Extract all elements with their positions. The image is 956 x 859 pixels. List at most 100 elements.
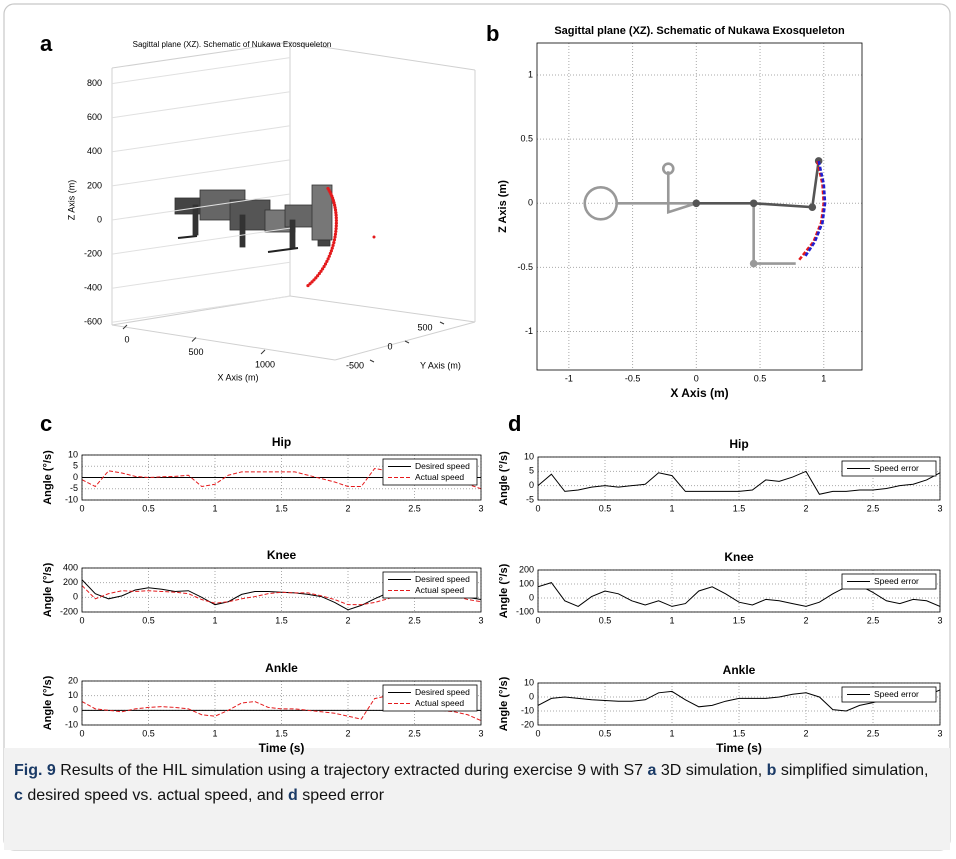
- caption: Fig. 9 Results of the HIL simulation usi…: [14, 758, 934, 808]
- y-tick-label: -10: [65, 494, 78, 504]
- panel-label: b: [486, 21, 499, 46]
- y-tick-label: 100: [519, 578, 534, 588]
- trajectory-dot: [332, 241, 335, 244]
- z-tick-label: -600: [84, 317, 102, 327]
- caption-text: Fig. 9: [14, 762, 56, 779]
- trajectory-dot: [334, 233, 337, 236]
- caption-text: desired speed vs. actual speed, and: [23, 787, 288, 804]
- x-tick-label: 2.5: [408, 728, 421, 738]
- y-tick-label: 5: [529, 466, 534, 476]
- grid-line: [112, 92, 290, 118]
- x-tick-label: 1.5: [275, 503, 288, 513]
- x-tick-label: 1.5: [733, 615, 746, 625]
- trajectory-dot: [335, 222, 338, 225]
- x-tick-label: 1: [212, 503, 217, 513]
- legend-label: Speed error: [874, 576, 919, 586]
- x-tick-label: 1.5: [733, 503, 746, 513]
- x-tick-label: 3: [478, 503, 483, 513]
- y-tick-label: 200: [519, 564, 534, 574]
- y-tick-label: 0: [387, 341, 392, 351]
- y-tick-label: -100: [516, 606, 534, 616]
- chart-title: Sagittal plane (XZ). Schematic of Nukawa…: [133, 40, 332, 49]
- y-axis-label: Y Axis (m): [420, 360, 461, 370]
- legend-label: Desired speed: [415, 461, 470, 471]
- trajectory-dot: [331, 244, 334, 247]
- 3d-box: [112, 42, 475, 360]
- x-tick-label: 0.5: [142, 503, 155, 513]
- y-tick-label: -5: [70, 483, 78, 493]
- x-tick-label: 2: [345, 728, 350, 738]
- y-tick-label: -0.5: [517, 262, 533, 272]
- chart: a b c d Sagittal plane (XZ). Schematic o…: [0, 0, 956, 859]
- x-axis-label: X Axis (m): [217, 372, 258, 382]
- x-tick-label: 2: [803, 615, 808, 625]
- x-tick-label: 0: [124, 334, 129, 344]
- x-tick-label: 1000: [255, 359, 275, 369]
- legend-label: Actual speed: [415, 585, 464, 595]
- caption-text: c: [14, 787, 23, 804]
- x-tick-label: 2: [803, 728, 808, 738]
- x-tick-label: 0: [79, 728, 84, 738]
- x-tick-label: -0.5: [625, 373, 641, 383]
- x-tick-label: 2: [345, 615, 350, 625]
- x-tick-label: 2: [803, 503, 808, 513]
- z-tick-label: 800: [87, 78, 102, 88]
- chart-title: Ankle: [265, 661, 298, 675]
- legend-label: Desired speed: [415, 687, 470, 697]
- y-axis-label: Angle (°/s): [498, 451, 510, 506]
- z-tick-label: 200: [87, 180, 102, 190]
- caption-text: 3D simulation,: [656, 762, 766, 779]
- legend-label: Speed error: [874, 463, 919, 473]
- z-tick-label: 600: [87, 112, 102, 122]
- y-tick-label: 0: [73, 705, 78, 715]
- legend-label: Desired speed: [415, 574, 470, 584]
- caption-text: speed error: [298, 787, 384, 804]
- x-tick-label: 2.5: [408, 615, 421, 625]
- x-tick-label: 1: [212, 615, 217, 625]
- trajectory-dot: [306, 284, 309, 287]
- trajectory-dot: [334, 230, 337, 233]
- legend-label: Actual speed: [415, 472, 464, 482]
- x-tick-label: 0.5: [142, 615, 155, 625]
- y-tick-label: 20: [68, 675, 78, 685]
- x-tick-label: 0.5: [599, 728, 612, 738]
- panel-label: d: [508, 411, 521, 436]
- chart-title: Ankle: [723, 663, 756, 677]
- foot-joint: [750, 260, 758, 268]
- y-tick-label: 10: [524, 677, 534, 687]
- y-tick-label: 0: [529, 691, 534, 701]
- legend-label: Actual speed: [415, 698, 464, 708]
- y-axis-label: Z Axis (m): [497, 180, 509, 233]
- x-tick-label: 0: [535, 615, 540, 625]
- caption-text: Results of the HIL simulation using a tr…: [56, 762, 648, 779]
- y-tick-label: -1: [525, 326, 533, 336]
- grid-line: [112, 228, 290, 254]
- trajectory-dot: [333, 235, 336, 238]
- caption-text: d: [288, 787, 298, 804]
- trajectory-dot: [373, 236, 376, 239]
- y-tick-label: 200: [63, 577, 78, 587]
- tick-mark: [440, 322, 444, 324]
- x-tick-label: 3: [937, 615, 942, 625]
- x-tick-label: 0.5: [599, 503, 612, 513]
- y-axis-label: Angle (°/s): [42, 450, 54, 505]
- z-tick-label: -200: [84, 248, 102, 258]
- x-axis-label: Time (s): [716, 741, 762, 755]
- y-tick-label: 500: [417, 322, 432, 332]
- y-axis-label: Angle (°/s): [498, 676, 510, 731]
- x-tick-label: 3: [937, 503, 942, 513]
- grid-line: [112, 296, 290, 322]
- x-tick-label: 1: [669, 503, 674, 513]
- caption-text: b: [767, 762, 777, 779]
- x-tick-label: 3: [937, 728, 942, 738]
- grid-line: [112, 126, 290, 152]
- x-tick-label: 0: [694, 373, 699, 383]
- z-tick-label: 400: [87, 146, 102, 156]
- x-axis-label: X Axis (m): [670, 386, 728, 400]
- z-tick-label: 0: [97, 214, 102, 224]
- trajectory-dot: [335, 224, 338, 227]
- x-tick-label: 1.5: [275, 615, 288, 625]
- z-tick-label: -400: [84, 283, 102, 293]
- point: [693, 199, 701, 207]
- trajectory-dot: [331, 246, 334, 249]
